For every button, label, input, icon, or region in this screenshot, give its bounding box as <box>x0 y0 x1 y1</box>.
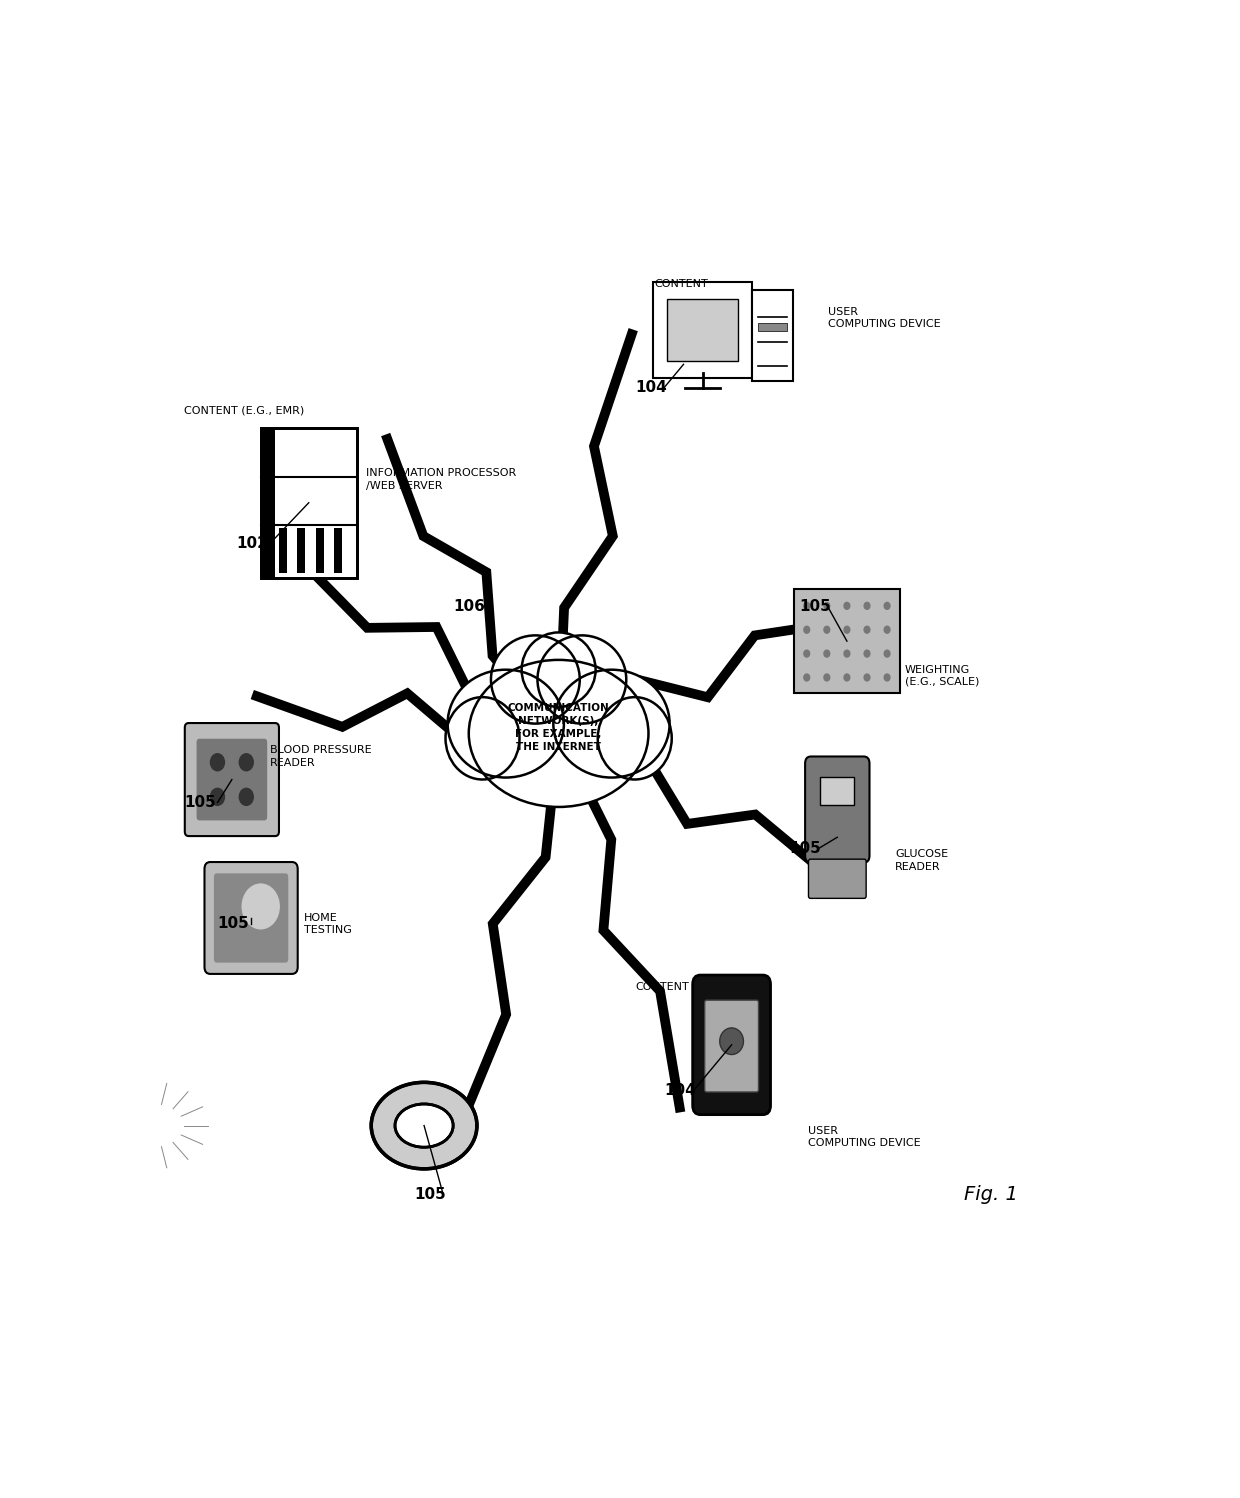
Circle shape <box>844 626 849 634</box>
Circle shape <box>804 674 810 682</box>
Ellipse shape <box>553 670 670 777</box>
Bar <box>758 322 787 331</box>
Text: HOME
TESTING: HOME TESTING <box>304 912 352 935</box>
Text: WEIGHTING
(E.G., SCALE): WEIGHTING (E.G., SCALE) <box>905 665 978 688</box>
Circle shape <box>864 602 870 610</box>
Circle shape <box>844 674 849 682</box>
FancyBboxPatch shape <box>205 861 298 974</box>
Text: CONTENT (E.G., EMR): CONTENT (E.G., EMR) <box>184 406 304 415</box>
Bar <box>260 428 275 578</box>
Text: GLUCOSE
READER: GLUCOSE READER <box>895 849 949 872</box>
Text: 102: 102 <box>237 536 269 551</box>
Circle shape <box>823 626 830 634</box>
Circle shape <box>864 674 870 682</box>
Text: 105: 105 <box>799 599 831 614</box>
FancyBboxPatch shape <box>704 1001 759 1092</box>
FancyBboxPatch shape <box>197 739 267 821</box>
Circle shape <box>823 602 830 610</box>
FancyBboxPatch shape <box>808 860 866 899</box>
Ellipse shape <box>719 1028 744 1055</box>
Text: Fig. 1: Fig. 1 <box>965 1185 1018 1204</box>
Bar <box>335 529 342 574</box>
Bar <box>794 589 900 694</box>
Text: 104: 104 <box>665 1083 696 1098</box>
Bar <box>325 529 334 574</box>
Circle shape <box>864 650 870 658</box>
Ellipse shape <box>469 661 649 807</box>
Bar <box>667 298 738 361</box>
Bar <box>288 529 296 574</box>
FancyBboxPatch shape <box>753 291 792 380</box>
Bar <box>279 529 286 574</box>
FancyBboxPatch shape <box>693 975 770 1115</box>
Text: 104: 104 <box>635 380 667 395</box>
Circle shape <box>242 884 280 929</box>
Circle shape <box>884 650 890 658</box>
Text: USER
COMPUTING DEVICE: USER COMPUTING DEVICE <box>808 1126 921 1149</box>
Circle shape <box>804 602 810 610</box>
Ellipse shape <box>396 1104 453 1147</box>
Circle shape <box>823 650 830 658</box>
Ellipse shape <box>445 697 520 779</box>
FancyBboxPatch shape <box>185 724 279 836</box>
Ellipse shape <box>598 697 672 779</box>
FancyBboxPatch shape <box>805 756 869 863</box>
Text: 105: 105 <box>789 842 821 857</box>
Circle shape <box>238 753 254 771</box>
Ellipse shape <box>371 1083 477 1168</box>
FancyBboxPatch shape <box>653 282 753 377</box>
Circle shape <box>884 602 890 610</box>
Text: USER
COMPUTING DEVICE: USER COMPUTING DEVICE <box>828 307 940 330</box>
FancyBboxPatch shape <box>215 873 288 963</box>
Circle shape <box>844 602 849 610</box>
Circle shape <box>864 626 870 634</box>
Text: 105: 105 <box>414 1188 446 1203</box>
Text: CONTENT: CONTENT <box>655 279 708 289</box>
Bar <box>298 529 305 574</box>
Ellipse shape <box>491 635 580 724</box>
Ellipse shape <box>522 632 595 707</box>
Circle shape <box>210 753 226 771</box>
Circle shape <box>884 674 890 682</box>
Circle shape <box>804 650 810 658</box>
Circle shape <box>823 674 830 682</box>
Circle shape <box>884 626 890 634</box>
Bar <box>316 529 324 574</box>
Text: 105: 105 <box>217 917 249 932</box>
Text: 105: 105 <box>184 795 216 810</box>
Circle shape <box>844 650 849 658</box>
Bar <box>820 777 854 804</box>
Bar <box>306 529 315 574</box>
Circle shape <box>238 788 254 806</box>
Ellipse shape <box>448 670 564 777</box>
Bar <box>260 428 357 578</box>
Text: 106: 106 <box>453 599 485 614</box>
Bar <box>343 529 352 574</box>
Circle shape <box>210 788 226 806</box>
Circle shape <box>804 626 810 634</box>
Text: COMMUNICATION
NETWORK(S),
FOR EXAMPLE,
THE INTERNET: COMMUNICATION NETWORK(S), FOR EXAMPLE, T… <box>507 703 610 752</box>
Text: BLOOD PRESSURE
READER: BLOOD PRESSURE READER <box>270 746 372 767</box>
Text: CONTENT: CONTENT <box>635 983 689 992</box>
Bar <box>260 428 357 578</box>
Text: INFORMATION PROCESSOR
/WEB SERVER: INFORMATION PROCESSOR /WEB SERVER <box>367 469 517 491</box>
Ellipse shape <box>537 635 626 724</box>
